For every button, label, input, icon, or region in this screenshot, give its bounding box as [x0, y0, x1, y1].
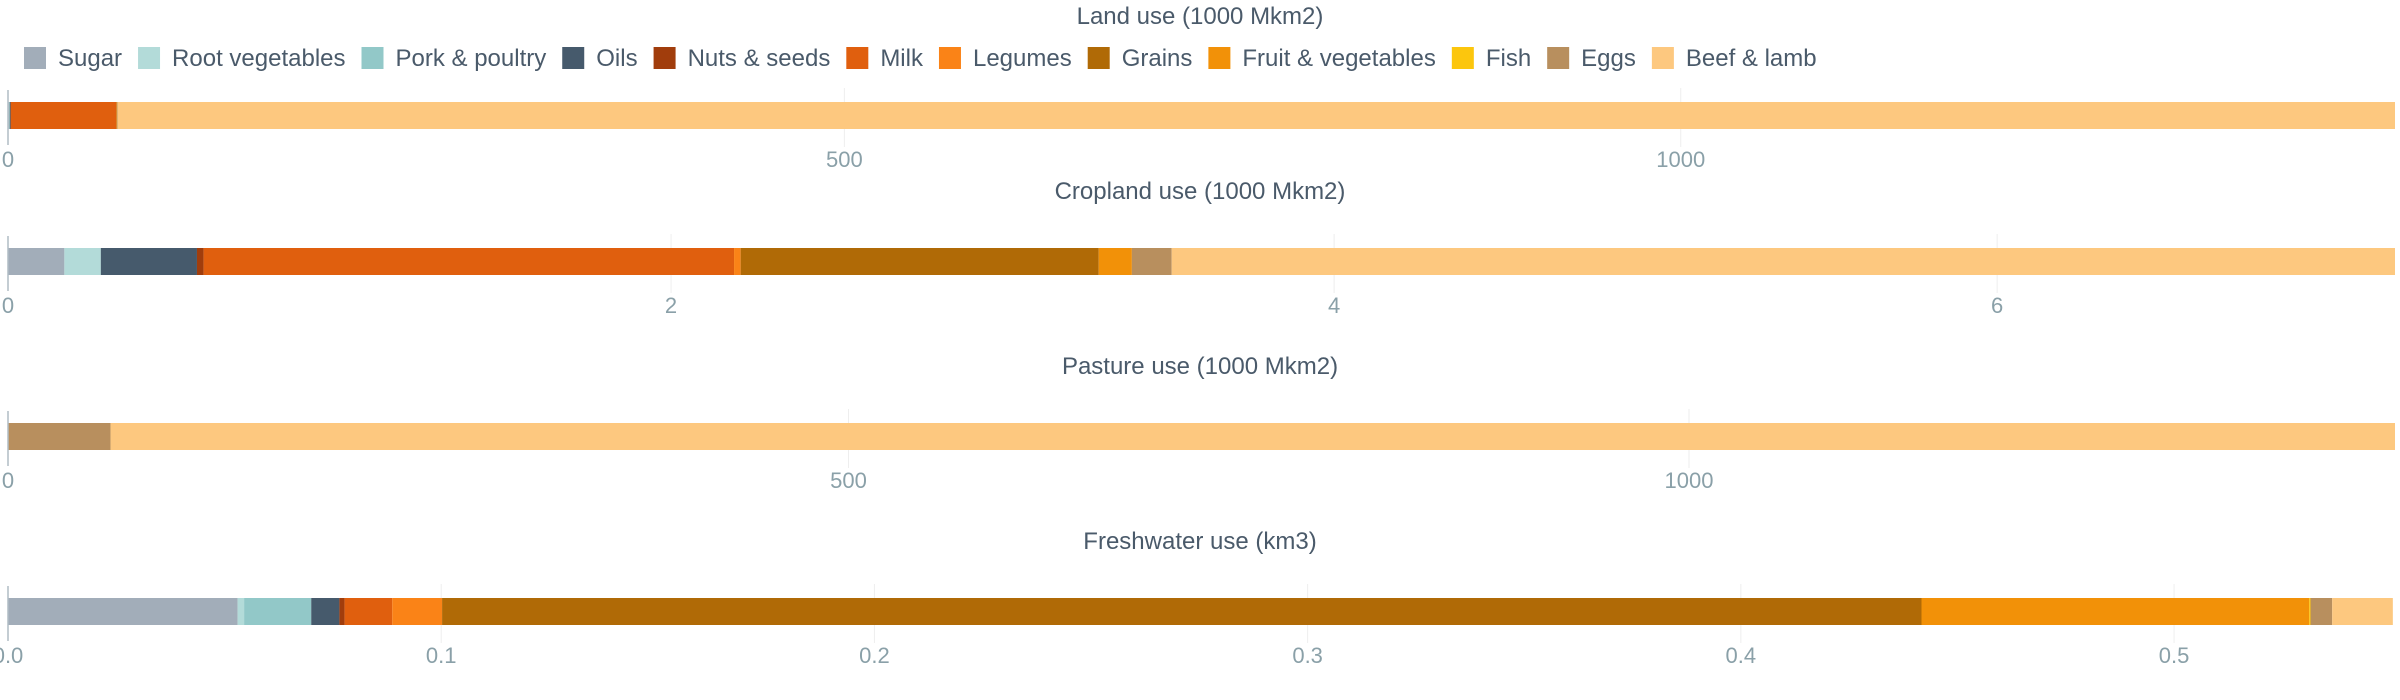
panel-title: Cropland use (1000 Mkm2)	[1055, 178, 1346, 205]
legend-label: Sugar	[58, 45, 122, 72]
legend-item-root-vegetables[interactable]: Root vegetables	[138, 45, 346, 72]
tick-label: 500	[826, 147, 863, 172]
tick-label: 0.4	[1726, 643, 1757, 668]
tick-label: 0.1	[426, 643, 457, 668]
legend-label: Pork & poultry	[396, 45, 547, 72]
legend-swatch	[938, 47, 961, 69]
bar-segment-beef-and-lamb[interactable]	[1171, 248, 2395, 275]
tick-label: 0.3	[1292, 643, 1323, 668]
tick-label: 0.5	[2159, 643, 2190, 668]
legend-swatch	[1208, 47, 1231, 69]
legend-swatch	[1547, 47, 1570, 69]
panel-title: Freshwater use (km3)	[1083, 528, 1316, 555]
bar-segment-grains[interactable]	[116, 102, 117, 129]
bar-segment-grains[interactable]	[442, 598, 1922, 625]
bar-segment-oils[interactable]	[100, 248, 197, 275]
legend-item-eggs[interactable]: Eggs	[1547, 45, 1636, 72]
chart-panels: Land use (1000 Mkm2) 0 500 1000 Cropland use…	[0, 3, 2396, 668]
bar-segment-oils[interactable]	[9, 102, 11, 129]
bar-segment-fish[interactable]	[2309, 598, 2311, 625]
panel-pasture-use-1000-mkm2: Pasture use (1000 Mkm2) 0 500 1000	[2, 353, 2396, 493]
legend-swatch	[1087, 47, 1110, 69]
bar-segment-nuts-and-seeds[interactable]	[196, 248, 204, 275]
legend-item-legumes[interactable]: Legumes	[938, 45, 1072, 72]
panel-cropland-use-1000-mkm2: Cropland use (1000 Mkm2) 0 2 4 6	[2, 178, 2395, 318]
bar-segment-eggs[interactable]	[117, 102, 118, 129]
bar-segment-root-vegetables[interactable]	[237, 598, 245, 625]
tick-label: 2	[665, 293, 677, 318]
bar-segment-eggs[interactable]	[2310, 598, 2333, 625]
bar-segment-pork-and-poultry[interactable]	[9, 102, 10, 129]
tick-label: 500	[830, 468, 867, 493]
legend-item-nuts-and-seeds[interactable]: Nuts & seeds	[653, 45, 831, 72]
bar-segment-sugar[interactable]	[8, 598, 238, 625]
bar-segment-milk[interactable]	[10, 102, 117, 129]
legend-item-fish[interactable]: Fish	[1451, 45, 1531, 72]
legend-label: Legumes	[973, 45, 1072, 72]
legend-swatch	[361, 47, 384, 69]
legend: Sugar Root vegetables Pork & poultry Oils Nu…	[24, 45, 1817, 72]
legend-item-milk[interactable]: Milk	[846, 45, 924, 72]
legend-swatch	[653, 47, 676, 69]
legend-label: Root vegetables	[172, 45, 345, 72]
legend-item-oils[interactable]: Oils	[562, 45, 638, 72]
bar-segment-fruit-and-vegetables[interactable]	[1098, 248, 1132, 275]
legend-label: Eggs	[1581, 45, 1636, 72]
bar-segment-legumes[interactable]	[392, 598, 443, 625]
tick-label: 0	[2, 147, 14, 172]
legend-swatch	[24, 47, 46, 69]
legend-swatch	[1451, 47, 1474, 69]
legend-item-grains[interactable]: Grains	[1087, 45, 1193, 72]
panel-title: Pasture use (1000 Mkm2)	[1062, 353, 1338, 380]
legend-label: Nuts & seeds	[688, 45, 831, 72]
legend-swatch	[846, 47, 869, 69]
bar-segment-sugar[interactable]	[8, 248, 65, 275]
legend-swatch	[562, 47, 585, 69]
legend-swatch	[138, 47, 161, 69]
legend-label: Fruit & vegetables	[1242, 45, 1435, 72]
bar-segment-beef-and-lamb[interactable]	[2332, 598, 2393, 625]
legend-swatch	[1651, 47, 1674, 69]
bar-segment-eggs[interactable]	[1131, 248, 1172, 275]
bar-segment-milk[interactable]	[203, 248, 735, 275]
tick-label: 1000	[1656, 147, 1705, 172]
tick-label: 0	[2, 293, 14, 318]
legend-item-sugar[interactable]: Sugar	[24, 45, 122, 72]
legend-label: Oils	[596, 45, 637, 72]
tick-label: 4	[1328, 293, 1340, 318]
legend-label: Fish	[1486, 45, 1531, 72]
bar-segment-beef-and-lamb[interactable]	[110, 423, 2396, 450]
legend-label: Milk	[880, 45, 924, 72]
bar-segment-grains[interactable]	[740, 248, 1099, 275]
panel-land-use-1000-mkm2: Land use (1000 Mkm2) 0 500 1000	[2, 3, 2396, 172]
legend-item-pork-and-poultry[interactable]: Pork & poultry	[361, 45, 547, 72]
bar-segment-pork-and-poultry[interactable]	[244, 598, 312, 625]
bar-segment-beef-and-lamb[interactable]	[117, 102, 2396, 129]
bar-segment-fruit-and-vegetables[interactable]	[1921, 598, 2310, 625]
bar-segment-eggs[interactable]	[8, 423, 111, 450]
tick-label: 0	[2, 468, 14, 493]
legend-item-fruit-and-vegetables[interactable]: Fruit & vegetables	[1208, 45, 1436, 72]
legend-label: Beef & lamb	[1686, 45, 1817, 72]
tick-label: 0.2	[859, 643, 890, 668]
bar-segment-nuts-and-seeds[interactable]	[339, 598, 345, 625]
tick-label: 1000	[1665, 468, 1714, 493]
bar-segment-root-vegetables[interactable]	[64, 248, 101, 275]
bar-segment-legumes[interactable]	[734, 248, 741, 275]
bar-segment-milk[interactable]	[344, 598, 393, 625]
tick-label: 0.0	[0, 643, 23, 668]
legend-item-beef-and-lamb[interactable]: Beef & lamb	[1651, 45, 1817, 72]
legend-label: Grains	[1122, 45, 1193, 72]
bar-segment-root-vegetables[interactable]	[8, 102, 10, 129]
panel-freshwater-use-km3: Freshwater use (km3) 0.0 0.1 0.2 0.3 0.4 0.5	[0, 528, 2393, 668]
bar-segment-oils[interactable]	[311, 598, 340, 625]
tick-label: 6	[1991, 293, 2003, 318]
panel-title: Land use (1000 Mkm2)	[1077, 3, 1324, 30]
